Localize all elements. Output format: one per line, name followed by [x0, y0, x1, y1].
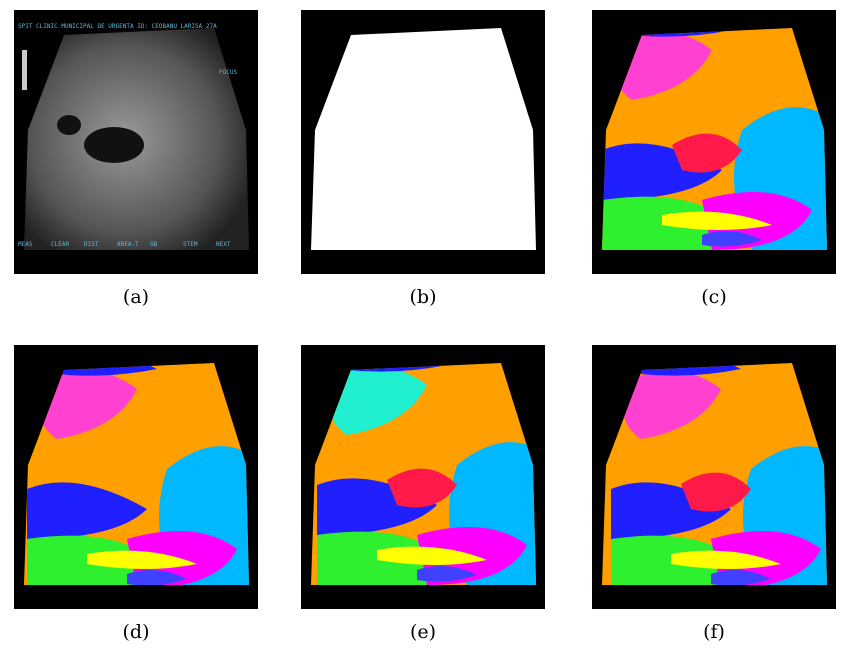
ultrasound-menu: CLEAR: [51, 241, 69, 248]
panel-caption: (c): [701, 286, 726, 308]
ultrasound-focus: FOCUS: [219, 69, 237, 76]
panel: [301, 10, 545, 274]
ultrasound-structure: [57, 115, 81, 135]
panel: [14, 345, 267, 609]
panel-caption: (e): [410, 621, 436, 643]
panel-caption: (a): [123, 286, 149, 308]
panel-caption: (d): [123, 621, 150, 643]
panel: [592, 10, 842, 274]
ultrasound-menu: GB: [150, 241, 158, 248]
figure: SPIT CLINIC MUNICIPAL DE URGENTA ID: CEO…: [0, 0, 846, 644]
ultrasound-header: SPIT CLINIC MUNICIPAL DE URGENTA ID: CEO…: [18, 23, 217, 30]
ultrasound-structure: [84, 127, 144, 163]
panel: SPIT CLINIC MUNICIPAL DE URGENTA ID: CEO…: [14, 10, 258, 274]
mask: [311, 28, 536, 250]
panel-caption: (f): [703, 621, 725, 643]
panel: [592, 345, 846, 609]
panel-caption: (b): [410, 286, 437, 308]
gray-bar: [22, 50, 27, 90]
ultrasound-menu: DIST: [84, 241, 99, 248]
panel: [301, 345, 557, 609]
ultrasound-menu: NEXT: [216, 241, 231, 248]
ultrasound-menu: AREA-T: [117, 241, 139, 248]
ultrasound-menu: STEM: [183, 241, 198, 248]
ultrasound-menu: MEAS: [18, 241, 33, 248]
